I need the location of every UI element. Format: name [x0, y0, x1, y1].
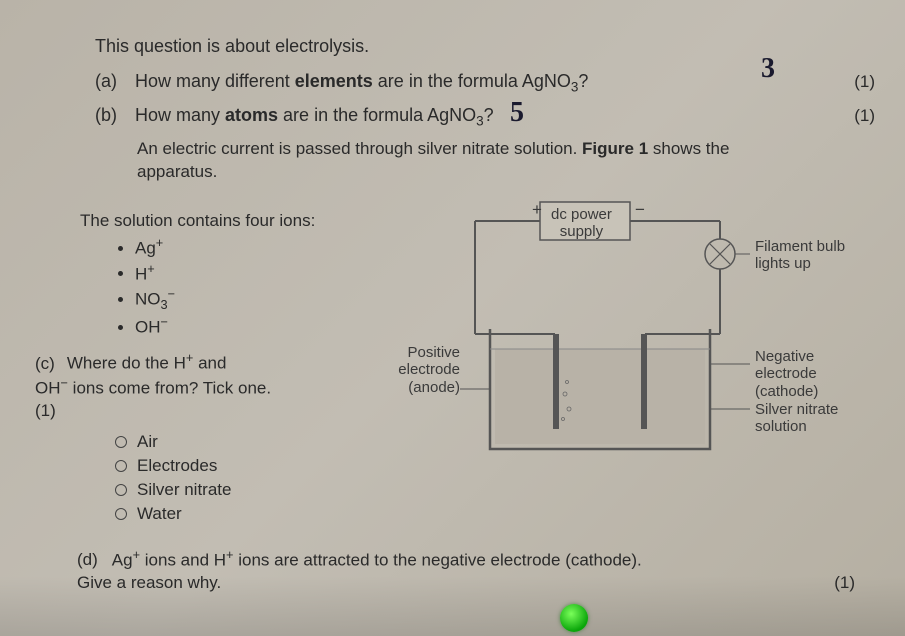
left-column: The solution contains four ions: Ag+ H+ …	[95, 194, 425, 528]
marks-b: (1)	[825, 106, 875, 126]
ion-item: OH−	[135, 314, 425, 338]
radio-icon[interactable]	[115, 484, 127, 496]
question-a: (a) How many different elements are in t…	[95, 71, 875, 95]
question-b: (b) How many atoms are in the formula Ag…	[95, 105, 875, 129]
option-silver-nitrate[interactable]: Silver nitrate	[115, 480, 425, 500]
text-b: How many atoms are in the formula AgNO3?	[135, 105, 825, 129]
radio-icon[interactable]	[115, 508, 127, 520]
minus-terminal: −	[635, 200, 645, 220]
option-water[interactable]: Water	[115, 504, 425, 524]
green-marker	[560, 604, 588, 632]
options-list: Air Electrodes Silver nitrate Water	[115, 432, 425, 524]
handwritten-answer-a: 3	[761, 53, 775, 85]
ion-item: H+	[135, 261, 425, 285]
radio-icon[interactable]	[115, 460, 127, 472]
cathode-label: Negative electrode (cathode)	[755, 348, 875, 400]
radio-icon[interactable]	[115, 436, 127, 448]
option-electrodes[interactable]: Electrodes	[115, 456, 425, 476]
anode-label: Positive electrode (anode)	[380, 344, 460, 396]
intro-text: This question is about electrolysis.	[95, 36, 875, 57]
ion-item: Ag+	[135, 235, 425, 259]
plus-terminal: +	[532, 200, 542, 220]
option-air[interactable]: Air	[115, 432, 425, 452]
bulb-label: Filament bulb lights up	[755, 238, 845, 273]
diagram-column: + − dc power supply Filament bulb lights…	[435, 194, 875, 528]
ion-list: Ag+ H+ NO3− OH−	[135, 235, 425, 338]
question-c: (c)Where do the H+ and OH− ions come fro…	[35, 350, 425, 422]
page-shadow	[0, 576, 905, 636]
context-text: An electric current is passed through si…	[137, 138, 777, 184]
label-b: (b)	[95, 105, 135, 126]
handwritten-answer-b: 5	[510, 97, 524, 129]
solution-label: Silver nitrate solution	[755, 401, 875, 436]
worksheet-page: This question is about electrolysis. (a)…	[0, 0, 905, 605]
marks-a: (1)	[825, 72, 875, 92]
ions-title: The solution contains four ions:	[80, 211, 425, 231]
dc-power-label: dc power supply	[551, 206, 612, 241]
ion-item: NO3−	[135, 286, 425, 312]
label-a: (a)	[95, 71, 135, 92]
text-a: How many different elements are in the f…	[135, 71, 825, 95]
